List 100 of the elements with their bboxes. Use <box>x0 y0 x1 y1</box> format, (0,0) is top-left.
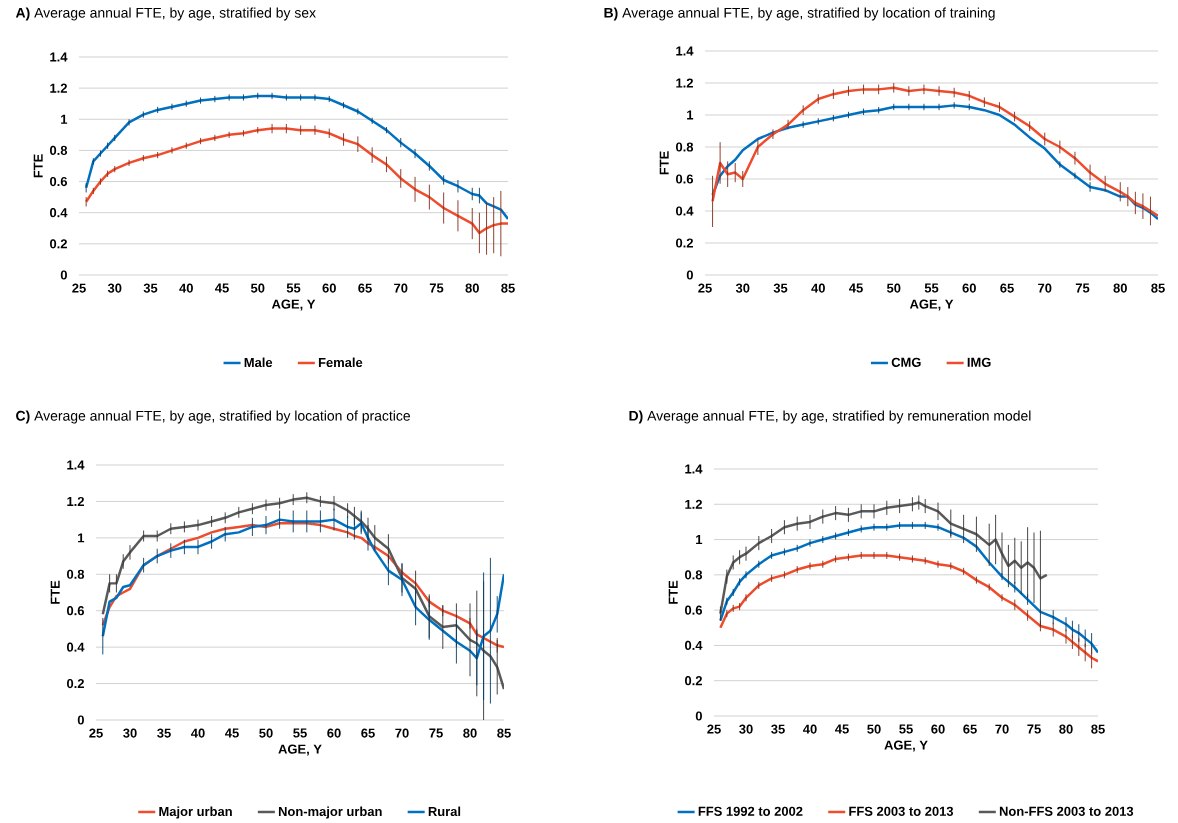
x-tick-label: 25 <box>89 728 103 738</box>
x-tick-label: 50 <box>886 283 901 293</box>
x-tick-label: 85 <box>1091 724 1105 734</box>
y-tick-label: 0.6 <box>685 605 703 615</box>
x-tick-label: 80 <box>1113 283 1127 293</box>
y-tick-label: 1.2 <box>67 496 84 506</box>
x-tick-label: 50 <box>867 724 881 734</box>
y-tick-label: 1 <box>61 114 68 124</box>
x-tick-label: 45 <box>835 724 849 734</box>
y-tick-label: 1.4 <box>67 460 85 470</box>
x-tick-label: 30 <box>123 728 137 738</box>
x-axis-title: AGE, Y <box>271 299 316 311</box>
chart-title: B) Average annual FTE, by age, stratified by location of training <box>604 7 995 21</box>
y-tick-label: 0.8 <box>685 570 703 580</box>
x-tick-label: 25 <box>707 724 721 734</box>
x-tick-label: 45 <box>849 283 863 293</box>
legend-label: Female <box>318 357 363 368</box>
y-tick-label: 0 <box>686 270 693 280</box>
y-tick-label: 0.4 <box>50 208 68 218</box>
y-tick-label: 0.2 <box>67 678 84 689</box>
x-tick-label: 30 <box>107 283 122 293</box>
x-tick-label: 55 <box>293 728 307 738</box>
x-tick-label: 75 <box>1027 724 1041 734</box>
x-tick-label: 80 <box>1059 724 1073 734</box>
x-tick-label: 80 <box>463 728 477 738</box>
y-tick-label: 0.6 <box>676 174 694 184</box>
x-tick-label: 55 <box>924 283 939 293</box>
y-tick-label: 0.4 <box>685 640 703 650</box>
chart-title: A) Average annual FTE, by age, stratified by sex <box>15 7 316 21</box>
y-tick-label: 0.2 <box>50 239 67 249</box>
y-axis-title: FTE <box>659 151 669 175</box>
y-tick-label: 0 <box>77 715 84 725</box>
x-tick-label: 30 <box>735 283 750 293</box>
x-tick-label: 25 <box>72 283 86 293</box>
legend-label: Rural <box>428 806 461 817</box>
y-tick-label: 0.6 <box>50 176 68 187</box>
y-tick-label: 0 <box>695 711 702 721</box>
y-tick-label: 0.2 <box>685 676 702 686</box>
x-tick-label: 80 <box>465 283 479 293</box>
x-tick-label: 35 <box>143 283 158 293</box>
x-tick-label: 85 <box>501 283 515 293</box>
y-tick-label: 0.2 <box>676 238 693 248</box>
y-tick-label: 0.6 <box>67 606 85 616</box>
legend-label: Non-major urban <box>278 806 382 819</box>
x-tick-label: 50 <box>250 283 265 293</box>
legend-label: CMG <box>891 357 921 367</box>
y-tick-label: 0.8 <box>50 145 68 155</box>
y-tick-label: 1.4 <box>676 46 694 56</box>
legend-label: Male <box>244 357 273 368</box>
y-axis-title: FTE <box>668 580 678 604</box>
y-tick-label: 1 <box>687 110 694 120</box>
x-axis-title: AGE, Y <box>884 740 928 752</box>
y-tick-label: 0.8 <box>67 569 85 579</box>
y-tick-label: 1.4 <box>50 52 68 62</box>
legend-label: Major urban <box>159 806 232 819</box>
x-tick-label: 40 <box>191 728 205 738</box>
x-tick-label: 75 <box>429 283 444 293</box>
x-tick-label: 85 <box>497 728 511 738</box>
legend-label: Non-FFS 2003 to 2013 <box>999 806 1134 816</box>
x-tick-label: 65 <box>358 283 372 293</box>
y-tick-label: 1.2 <box>685 499 702 509</box>
x-tick-label: 70 <box>995 724 1009 734</box>
legend-label: FFS 1992 to 2002 <box>698 806 803 816</box>
x-tick-label: 50 <box>259 728 273 738</box>
x-tick-label: 55 <box>899 724 913 734</box>
x-tick-label: 65 <box>963 724 977 734</box>
x-tick-label: 75 <box>429 728 443 738</box>
x-tick-label: 45 <box>225 728 239 738</box>
x-tick-label: 25 <box>698 283 712 293</box>
x-tick-label: 35 <box>773 283 788 293</box>
x-tick-label: 70 <box>395 728 409 738</box>
y-tick-label: 1.4 <box>685 464 703 474</box>
x-tick-label: 85 <box>1151 283 1165 293</box>
y-tick-label: 0.8 <box>676 142 694 152</box>
x-tick-label: 35 <box>157 728 171 738</box>
x-tick-label: 55 <box>286 283 301 293</box>
x-tick-label: 70 <box>394 283 408 293</box>
y-tick-label: 1.2 <box>676 78 693 88</box>
chart-title: D) Average annual FTE, by age, stratified by remuneration model <box>629 410 1031 424</box>
x-tick-label: 40 <box>811 283 825 293</box>
y-axis-title: FTE <box>33 154 43 178</box>
x-tick-label: 65 <box>361 728 375 738</box>
x-tick-label: 60 <box>962 283 976 293</box>
x-tick-label: 30 <box>739 724 753 734</box>
y-tick-label: 1 <box>78 533 85 543</box>
y-tick-label: 0.4 <box>676 206 694 216</box>
y-tick-label: 1.2 <box>50 83 67 93</box>
y-axis-title: FTE <box>50 580 60 604</box>
x-axis-title: AGE, Y <box>909 299 954 311</box>
x-tick-label: 60 <box>327 728 341 738</box>
y-tick-label: 0 <box>60 270 67 280</box>
x-tick-label: 60 <box>322 283 336 293</box>
x-tick-label: 70 <box>1038 283 1052 293</box>
x-tick-label: 45 <box>215 283 229 293</box>
x-tick-label: 40 <box>179 283 193 293</box>
x-tick-label: 75 <box>1075 283 1090 293</box>
y-tick-label: 1 <box>696 535 703 545</box>
x-tick-label: 65 <box>1000 283 1014 293</box>
y-tick-label: 0.4 <box>67 642 85 652</box>
chart-title: C) Average annual FTE, by age, stratified by location of practice <box>16 410 410 424</box>
